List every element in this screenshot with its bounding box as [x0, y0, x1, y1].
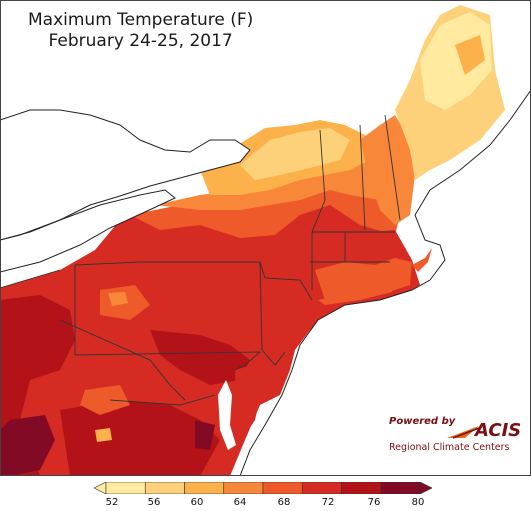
- tick-label: 56: [147, 497, 161, 508]
- temperature-map: [0, 0, 531, 476]
- colorbar-max-arrow: [419, 482, 432, 494]
- region-mild-s: [108, 292, 128, 306]
- title-line-1: Maximum Temperature (F): [28, 10, 254, 30]
- coastlines: [0, 89, 531, 476]
- logo-powered-by: Powered by: [389, 416, 456, 427]
- lake-erie: [0, 110, 250, 240]
- region-warm-n: [130, 185, 400, 238]
- colorbar-cell: [380, 482, 421, 494]
- colorbar-min-arrow: [94, 482, 107, 494]
- region-maine-light: [420, 12, 492, 110]
- logo-org: Regional Climate Centers: [389, 442, 510, 453]
- tick-label: 52: [105, 497, 119, 508]
- tick-label: 64: [233, 497, 247, 508]
- colorbar-cell: [184, 482, 225, 494]
- colorbar-cell: [105, 482, 146, 494]
- swoosh-icon: [447, 426, 480, 439]
- region-max-2: [195, 420, 215, 450]
- cape-cod: [412, 248, 432, 272]
- color-legend: [94, 482, 432, 494]
- tick-label: 68: [277, 497, 291, 508]
- region-cool-ny-2: [240, 128, 350, 180]
- region-very-hot-2: [150, 330, 250, 385]
- region-mild-s3: [95, 428, 112, 442]
- lake-ontario: [0, 190, 175, 272]
- legend-tick-labels: 52 56 60 64 68 72 76 80: [0, 497, 531, 511]
- colorbar-cell: [262, 482, 303, 494]
- acis-logo: Powered by ACIS Regional Climate Centers: [385, 412, 521, 460]
- colorbar-cell: [301, 482, 342, 494]
- colorbar-cell: [223, 482, 264, 494]
- colorbar-cell: [341, 482, 382, 494]
- colorbar-cell: [144, 482, 185, 494]
- region-max: [0, 415, 55, 476]
- region-warm-s2: [80, 385, 130, 415]
- tick-label: 72: [321, 497, 335, 508]
- delmarva: [235, 365, 262, 435]
- region-ne-orange: [360, 115, 415, 225]
- tick-label: 60: [190, 497, 204, 508]
- region-very-hot-3: [60, 400, 220, 476]
- tick-label: 80: [411, 497, 425, 508]
- chesapeake-bay: [218, 380, 236, 450]
- long-island: [318, 285, 395, 305]
- tick-label: 76: [367, 497, 381, 508]
- atlantic-ocean: [240, 90, 531, 476]
- state-borders: [0, 114, 401, 406]
- colorbar-cells: [94, 482, 432, 494]
- region-coast-red: [365, 230, 405, 260]
- region-maine-orange: [455, 35, 485, 75]
- logo-acis: ACIS: [475, 420, 522, 441]
- map-title: Maximum Temperature (F) February 24-25, …: [28, 10, 253, 52]
- title-line-2: February 24-25, 2017: [48, 31, 233, 51]
